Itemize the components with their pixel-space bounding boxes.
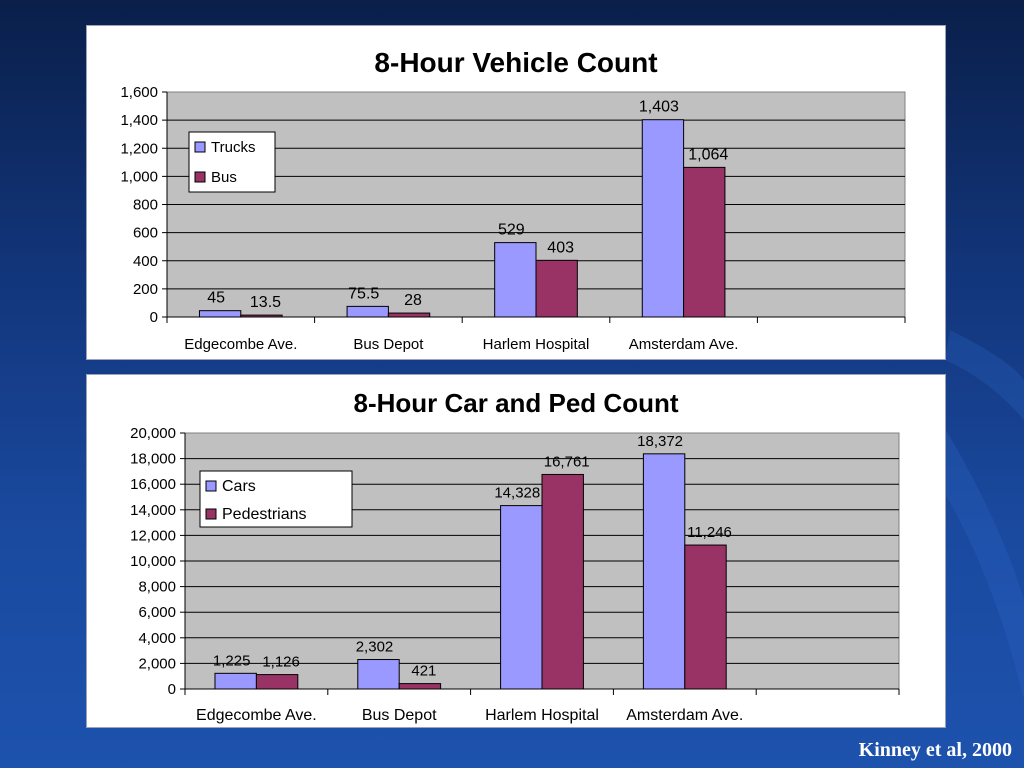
- bar-cars: [642, 453, 686, 690]
- legend-swatch: [205, 480, 217, 492]
- y-tick-label: 6,000: [138, 604, 176, 621]
- bar-bus: [240, 314, 283, 318]
- y-tick-label: 1,600: [120, 84, 158, 101]
- citation-text: Kinney et al, 2000: [858, 739, 1012, 761]
- y-tick-label: 1,000: [120, 168, 158, 185]
- y-tick-label: 600: [133, 225, 158, 242]
- x-category-label: Harlem Hospital: [483, 336, 590, 353]
- data-label: 13.5: [250, 294, 281, 311]
- x-category-label: Amsterdam Ave.: [626, 707, 743, 724]
- data-label: 421: [411, 663, 436, 680]
- y-tick-label: 800: [133, 197, 158, 214]
- bar-trucks: [346, 305, 389, 318]
- x-category-label: Bus Depot: [362, 707, 437, 724]
- chart-title: 8-Hour Car and Ped Count: [353, 388, 678, 418]
- bar-trucks: [641, 119, 685, 318]
- data-label: 18,372: [637, 433, 683, 450]
- bar-trucks: [198, 310, 242, 318]
- chart-2-group: 8-Hour Car and Ped Count 0 2,000 4,000 6,000…: [130, 388, 900, 724]
- x-category-label: Bus Depot: [353, 336, 424, 353]
- y-tick-label: 8,000: [138, 579, 176, 596]
- bar-pedestrians: [398, 683, 442, 690]
- data-label: 14,328: [494, 485, 540, 502]
- bar-trucks: [494, 242, 537, 318]
- data-label: 1,403: [639, 99, 679, 116]
- y-tick-label: 1,400: [120, 112, 158, 129]
- y-tick-label: 18,000: [130, 451, 176, 468]
- legend-swatch: [205, 508, 217, 520]
- legend-label: Bus: [211, 169, 237, 186]
- x-category-label: Amsterdam Ave.: [629, 336, 739, 353]
- x-category-label: Edgecombe Ave.: [196, 707, 317, 724]
- data-label: 529: [498, 222, 525, 239]
- y-tick-label: 10,000: [130, 553, 176, 570]
- bar-cars: [500, 505, 543, 690]
- y-tick-label: 16,000: [130, 476, 176, 493]
- y-tick-label: 20,000: [130, 425, 176, 442]
- y-tick-label: 14,000: [130, 502, 176, 519]
- y-tick-label: 12,000: [130, 527, 176, 544]
- legend-label: Trucks: [211, 139, 255, 156]
- data-label: 1,126: [262, 654, 300, 671]
- legend-swatch: [194, 141, 206, 153]
- data-label: 1,225: [213, 652, 251, 669]
- data-label: 2,302: [356, 639, 394, 656]
- chart-1-group: 8-Hour Vehicle Count 0 200 400 600 800 1,000 1,…: [120, 47, 906, 353]
- legend-box: [199, 470, 353, 528]
- y-tick-label: 1,200: [120, 140, 158, 157]
- bar-cars: [214, 672, 257, 690]
- bar-pedestrians: [684, 544, 727, 690]
- bar-pedestrians: [541, 473, 584, 690]
- y-tick-label: 0: [150, 309, 158, 326]
- x-category-label: Edgecombe Ave.: [184, 336, 297, 353]
- data-label: 45: [207, 290, 225, 307]
- data-label: 75.5: [348, 285, 379, 302]
- y-tick-label: 200: [133, 281, 158, 298]
- bar-bus: [387, 312, 431, 318]
- legend-label: Cars: [222, 478, 256, 495]
- legend-swatch: [194, 171, 206, 183]
- y-tick-label: 0: [168, 681, 176, 698]
- data-label: 16,761: [544, 453, 590, 470]
- y-tick-label: 400: [133, 253, 158, 270]
- y-tick-label: 2,000: [138, 655, 176, 672]
- vehicle-count-chart: 8-Hour Vehicle Count 0 200 400 600 800 1,000 1,…: [120, 47, 906, 353]
- bar-cars: [357, 659, 400, 690]
- data-label: 11,246: [687, 524, 732, 541]
- bar-bus: [683, 166, 726, 318]
- data-label: 1,064: [688, 146, 728, 163]
- car-ped-count-chart: 8-Hour Car and Ped Count 0 2,000 4,000 6,000…: [130, 388, 900, 724]
- vehicle-count-chart-panel: 8-Hour Vehicle Count 0 200 400 600 800 1,000 1,…: [86, 25, 946, 360]
- chart-title: 8-Hour Vehicle Count: [374, 47, 657, 78]
- bar-bus: [535, 259, 578, 318]
- data-label: 28: [404, 292, 422, 309]
- x-category-label: Harlem Hospital: [485, 707, 599, 724]
- legend-label: Pedestrians: [222, 506, 307, 523]
- data-label: 403: [547, 239, 574, 256]
- car-ped-count-chart-panel: 8-Hour Car and Ped Count 0 2,000 4,000 6,000…: [86, 374, 946, 728]
- y-tick-label: 4,000: [138, 630, 176, 647]
- bar-pedestrians: [255, 674, 299, 690]
